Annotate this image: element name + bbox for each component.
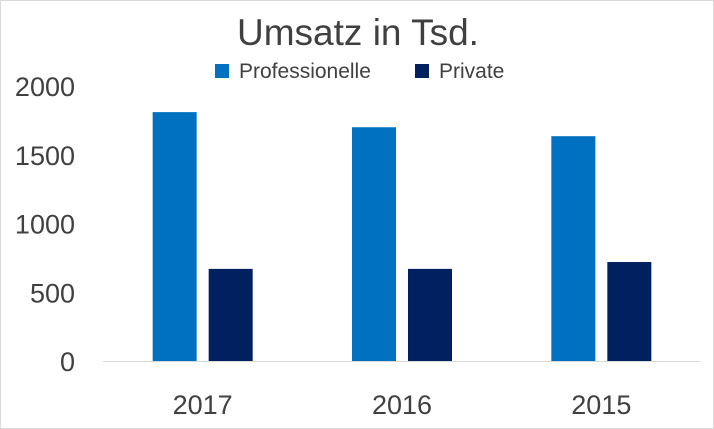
legend-swatch-professionelle xyxy=(215,64,229,78)
bar-private-2017 xyxy=(208,268,253,361)
bar-professionelle-2015 xyxy=(551,136,596,361)
legend-label-private: Private xyxy=(439,60,504,83)
y-axis: 0 500 1000 1500 2000 xyxy=(15,72,75,377)
legend-swatch-private xyxy=(415,64,429,78)
y-tick-label-1000: 1000 xyxy=(15,210,75,240)
y-tick-label-1500: 1500 xyxy=(15,141,75,171)
bars xyxy=(152,112,652,361)
x-tick-label-2016: 2016 xyxy=(372,390,432,420)
legend: Professionelle Private xyxy=(215,60,504,83)
y-tick-label-0: 0 xyxy=(60,347,75,377)
legend-label-professionelle: Professionelle xyxy=(239,60,371,83)
x-axis: 2017 2016 2015 xyxy=(103,361,701,420)
bar-private-2016 xyxy=(408,268,452,361)
y-tick-label-500: 500 xyxy=(30,278,75,308)
y-tick-label-2000: 2000 xyxy=(15,72,75,102)
bar-professionelle-2016 xyxy=(352,127,396,361)
x-tick-label-2017: 2017 xyxy=(173,390,233,420)
chart-title: Umsatz in Tsd. xyxy=(237,12,479,53)
x-tick-label-2015: 2015 xyxy=(571,390,631,420)
bar-private-2015 xyxy=(607,262,652,361)
bar-professionelle-2017 xyxy=(152,112,197,361)
